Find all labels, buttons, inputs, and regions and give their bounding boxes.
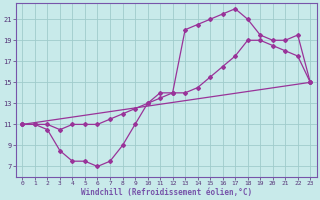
- X-axis label: Windchill (Refroidissement éolien,°C): Windchill (Refroidissement éolien,°C): [81, 188, 252, 197]
